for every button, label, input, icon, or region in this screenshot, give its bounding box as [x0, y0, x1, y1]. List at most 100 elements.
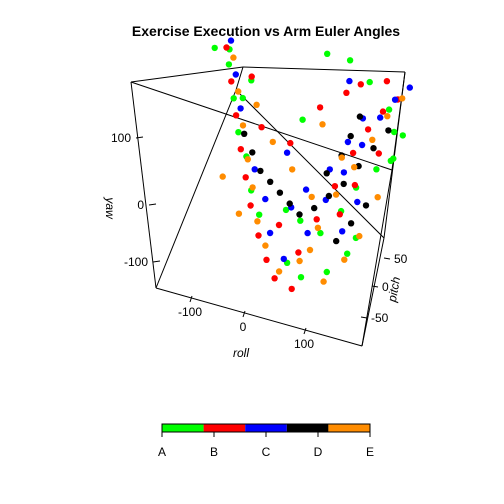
- data-point: [269, 138, 276, 146]
- axes: roll yaw pitch: [103, 196, 403, 360]
- data-point: [316, 104, 324, 111]
- data-point: [295, 249, 302, 256]
- data-point: [282, 206, 290, 214]
- data-point: [324, 50, 331, 57]
- data-point: [375, 150, 382, 157]
- data-point: [369, 136, 376, 143]
- data-point: [247, 202, 254, 209]
- data-point: [351, 181, 359, 189]
- data-point: [306, 246, 314, 254]
- axis-ticks: 100 0 -100 -100 0 100 50 0 -50: [111, 131, 408, 351]
- data-point: [339, 228, 346, 235]
- data-point: [399, 95, 406, 102]
- data-point: [255, 232, 262, 239]
- color-key-swatch: [328, 424, 370, 432]
- z-tick-mark: [135, 136, 144, 139]
- data-point: [357, 81, 364, 88]
- data-point: [323, 268, 330, 276]
- data-point: [239, 122, 247, 129]
- data-point: [391, 96, 399, 103]
- data-point: [332, 191, 340, 198]
- data-point: [263, 256, 270, 263]
- data-point: [251, 166, 258, 173]
- data-point: [336, 211, 343, 218]
- data-point: [317, 229, 324, 237]
- data-point: [385, 127, 392, 134]
- data-point: [358, 141, 366, 149]
- data-point: [244, 156, 251, 163]
- data-point: [239, 94, 246, 102]
- z-tick-mark: [152, 260, 161, 263]
- color-key-label: E: [366, 445, 374, 459]
- data-point: [384, 113, 391, 120]
- data-point: [387, 157, 394, 164]
- series-E: [219, 54, 406, 285]
- data-point: [340, 180, 347, 188]
- data-point: [257, 167, 264, 175]
- data-point: [346, 77, 353, 85]
- data-point: [288, 285, 295, 293]
- data-point: [302, 186, 310, 193]
- data-point: [241, 130, 248, 137]
- data-point: [271, 275, 278, 282]
- data-point: [275, 221, 283, 229]
- data-point: [287, 139, 294, 147]
- x-tick-label: 100: [294, 337, 314, 351]
- z-axis-label: yaw: [103, 196, 117, 220]
- z-tick-label: 100: [111, 131, 131, 145]
- y-tick-mark: [360, 316, 368, 319]
- data-point: [341, 256, 348, 263]
- chart-title: Exercise Execution vs Arm Euler Angles: [132, 23, 400, 39]
- box-edge: [361, 169, 393, 347]
- data-point: [351, 164, 358, 171]
- data-point: [275, 268, 283, 275]
- data-point: [366, 78, 373, 86]
- data-point: [249, 184, 256, 191]
- box-edge: [235, 66, 244, 91]
- series-D: [241, 113, 392, 245]
- data-point: [338, 154, 345, 161]
- data-point: [356, 113, 364, 120]
- x-tick-mark: [303, 327, 307, 335]
- box-edge: [155, 89, 237, 289]
- color-key-label: C: [262, 445, 271, 459]
- y-tick-label: -50: [371, 311, 389, 325]
- data-point: [340, 169, 348, 176]
- box-edge: [361, 237, 385, 347]
- data-point: [280, 255, 287, 263]
- data-point: [297, 217, 304, 224]
- color-key-swatch: [203, 424, 246, 432]
- data-point: [379, 108, 387, 115]
- data-point: [258, 124, 265, 131]
- data-point: [256, 211, 263, 218]
- data-point: [299, 116, 306, 123]
- color-key-label: A: [158, 445, 166, 459]
- data-point: [249, 149, 256, 156]
- data-point: [296, 257, 303, 265]
- data-point: [230, 95, 237, 102]
- data-point: [296, 211, 303, 218]
- data-point: [347, 220, 355, 227]
- x-axis-label: roll: [233, 346, 249, 360]
- y-axis-label: pitch: [385, 275, 403, 304]
- data-point: [356, 232, 363, 240]
- y-tick-mark: [371, 285, 379, 288]
- y-tick-mark: [383, 257, 391, 260]
- data-point: [374, 194, 381, 201]
- color-key-label: B: [210, 445, 218, 459]
- scatter-points: [211, 37, 413, 293]
- data-point: [254, 218, 261, 225]
- x-tick-mark: [189, 295, 193, 303]
- data-point: [344, 138, 352, 146]
- data-point: [262, 195, 269, 203]
- data-point: [343, 89, 350, 97]
- data-point: [385, 106, 393, 113]
- data-point: [377, 114, 384, 121]
- series-A: [211, 44, 406, 281]
- data-point: [219, 173, 226, 180]
- data-point: [390, 128, 398, 136]
- color-key: A B C D E: [158, 423, 374, 459]
- data-point: [235, 88, 242, 95]
- z-tick-label: -100: [124, 255, 148, 269]
- y-tick-label: 0: [382, 280, 389, 294]
